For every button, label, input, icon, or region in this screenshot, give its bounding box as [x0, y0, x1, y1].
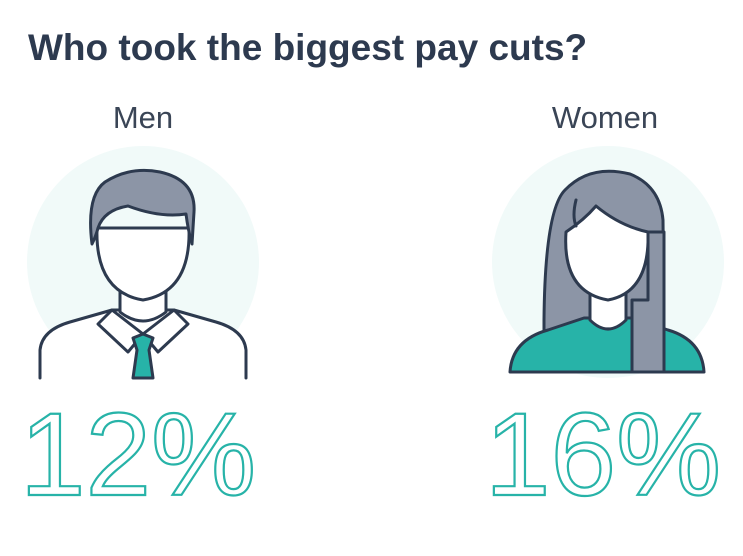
- man-icon: [38, 168, 248, 380]
- percentage: 12%: [20, 389, 256, 521]
- title: Who took the biggest pay cuts?: [28, 27, 587, 68]
- group-label: Men: [113, 100, 173, 135]
- woman-icon: [508, 169, 706, 374]
- percentage: 16%: [485, 389, 721, 521]
- group-label: Women: [552, 100, 658, 135]
